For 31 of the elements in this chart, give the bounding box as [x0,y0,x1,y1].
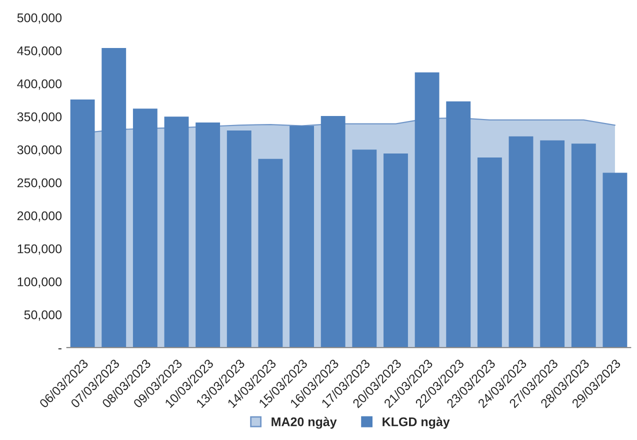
y-tick-label: 250,000 [17,178,62,189]
bar [320,116,346,348]
bar [164,116,189,348]
bar [414,72,440,348]
bar [196,122,220,348]
y-tick-label: 450,000 [17,46,62,57]
y-tick-label: 150,000 [18,244,62,255]
y-tick-label: 100,000 [18,277,62,288]
y-tick-label: 400,000 [17,79,62,90]
legend-label: KLGD ngày [382,416,450,429]
bar [132,108,158,348]
bar [258,158,283,348]
y-tick-label: - [58,348,62,350]
legend-label: MA20 ngày [272,416,337,429]
bar [477,158,502,348]
bar [102,48,126,348]
y-tick-label: 300,000 [17,145,62,156]
bar [70,99,95,348]
bar [508,136,534,348]
bar [446,101,471,348]
bar [290,126,314,348]
y-tick-label: 200,000 [17,211,62,222]
y-tick-label: 50,000 [24,310,62,321]
bar [602,172,628,348]
bar [571,144,596,348]
bar [226,130,252,348]
bar [540,140,565,348]
bar [384,154,408,348]
y-tick-label: 350,000 [17,112,62,123]
y-tick-label: 500,000 [17,13,62,24]
bar [352,150,377,348]
